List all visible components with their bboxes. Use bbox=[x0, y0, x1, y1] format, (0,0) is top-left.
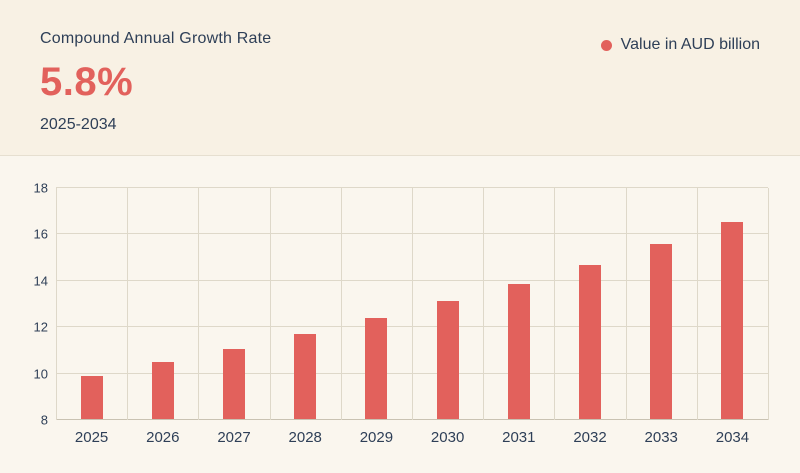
y-tick-label-16: 16 bbox=[33, 226, 48, 242]
chart-section: 8 10 12 14 16 18 2025 2026 2027 2028 2029 2030 2031… bbox=[0, 156, 800, 446]
period-range: 2025-2034 bbox=[40, 116, 117, 133]
x-axis: 2025 2026 2027 2028 2029 2030 2031 2032 2033 2034 bbox=[56, 429, 768, 446]
x-tick-label-2029: 2029 bbox=[359, 429, 394, 446]
y-tick-label-10: 10 bbox=[33, 366, 48, 382]
y-axis: 8 10 12 14 16 18 bbox=[20, 181, 56, 428]
y-tick-label-8: 8 bbox=[40, 412, 48, 428]
bar-2026 bbox=[151, 362, 174, 419]
bar-2031 bbox=[507, 284, 530, 419]
bar-2028 bbox=[294, 334, 317, 419]
gridline-horizontal-18 bbox=[56, 187, 768, 188]
bar-2034 bbox=[721, 221, 744, 419]
header-panel: Compound Annual Growth Rate 5.8% 2025-20… bbox=[0, 0, 800, 156]
x-tick-label-2031: 2031 bbox=[502, 429, 536, 446]
x-tick-label-2027: 2027 bbox=[217, 429, 251, 446]
gridline-vertical bbox=[554, 188, 556, 420]
gridline-vertical bbox=[269, 188, 271, 420]
bar-2033 bbox=[650, 243, 673, 419]
y-tick-label-12: 12 bbox=[33, 319, 48, 335]
y-tick-label-14: 14 bbox=[33, 273, 48, 289]
gridline-vertical bbox=[625, 188, 627, 420]
gridline-vertical bbox=[483, 188, 485, 420]
plot-area bbox=[56, 187, 769, 420]
bar-2030 bbox=[436, 300, 459, 419]
x-tick-label-2025: 2025 bbox=[74, 429, 109, 446]
x-tick-label-2030: 2030 bbox=[430, 429, 465, 446]
cagr-value: 5.8% bbox=[40, 60, 134, 104]
chart-title: Compound Annual Growth Rate bbox=[40, 30, 272, 47]
gridline-vertical bbox=[768, 188, 769, 420]
x-tick-label-2034: 2034 bbox=[715, 429, 750, 446]
bar-2027 bbox=[223, 349, 245, 419]
gridline-vertical bbox=[340, 188, 342, 420]
x-tick-label-2033: 2033 bbox=[644, 429, 678, 446]
x-tick-label-2032: 2032 bbox=[573, 429, 607, 446]
legend: Value in AUD billion bbox=[600, 36, 760, 54]
y-tick-label-18: 18 bbox=[33, 180, 48, 196]
gridline-vertical bbox=[412, 188, 413, 420]
gridline-vertical bbox=[198, 188, 200, 420]
bar-2025 bbox=[80, 376, 103, 419]
x-tick-label-2028: 2028 bbox=[288, 429, 322, 446]
bar-2032 bbox=[579, 264, 601, 419]
x-tick-label-2026: 2026 bbox=[146, 429, 180, 446]
legend-label: Value in AUD billion bbox=[620, 36, 760, 53]
bar-2029 bbox=[365, 318, 388, 419]
legend-dot-icon bbox=[600, 39, 612, 51]
gridline-vertical bbox=[696, 188, 698, 420]
gridline-vertical bbox=[127, 188, 129, 420]
gridline-vertical bbox=[56, 188, 57, 420]
